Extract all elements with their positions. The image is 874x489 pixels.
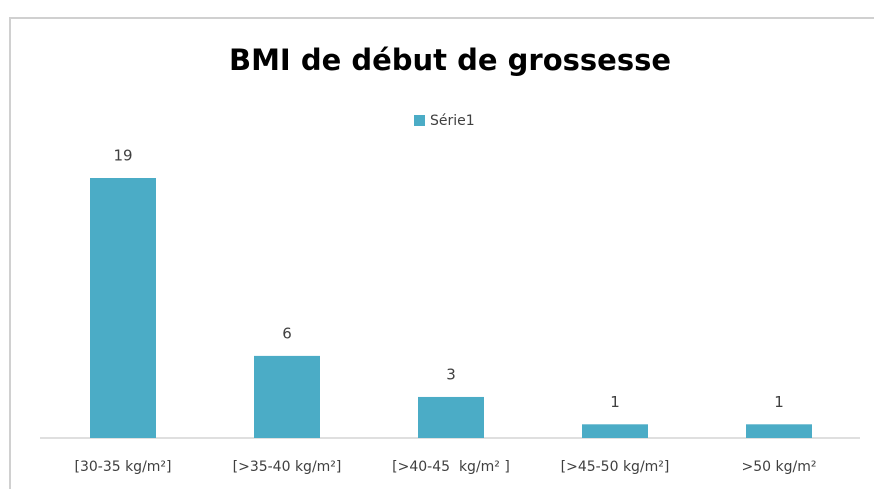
data-label: 6 [282,324,292,342]
x-tick-label: [>45-50 kg/m²] [561,459,670,475]
legend-label: Série1 [430,113,475,129]
data-label: 1 [774,393,784,411]
bar [90,178,156,438]
data-label: 19 [113,147,132,165]
data-label: 1 [610,393,620,411]
bar [582,424,648,438]
data-label: 3 [446,365,456,383]
x-tick-label: [30-35 kg/m²] [74,459,171,475]
chart-title: BMI de début de grossesse [229,43,671,77]
bar [418,396,484,438]
legend-swatch [414,115,425,126]
x-tick-label: >50 kg/m² [742,459,817,475]
bar [254,355,320,438]
bar [746,424,812,438]
x-tick-label: [>40-45 kg/m² ] [392,459,510,475]
x-tick-label: [>35-40 kg/m²] [233,459,342,475]
